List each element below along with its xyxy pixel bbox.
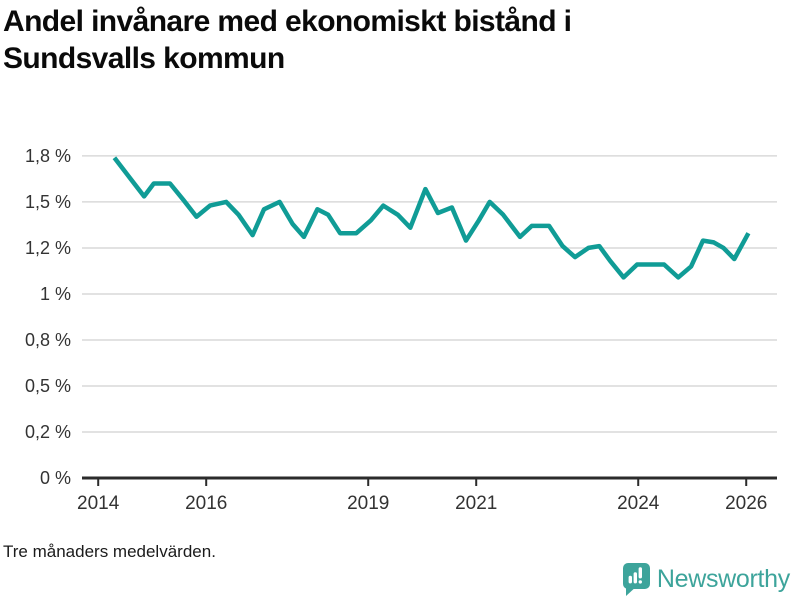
logo-bar-short: [628, 575, 632, 584]
page-title-line-1: Andel invånare med ekonomiskt bistånd i: [3, 5, 572, 38]
chart-footnote: Tre månaders medelvärden.: [3, 542, 216, 561]
page-title: Andel invånare med ekonomiskt bistånd i …: [3, 3, 793, 77]
y-tick-label: 1,2 %: [25, 238, 71, 258]
y-tick-label: 0,8 %: [25, 330, 71, 350]
y-tick-label: 0,5 %: [25, 376, 71, 396]
y-tick-label: 0,2 %: [25, 422, 71, 442]
y-tick-label: 1,5 %: [25, 192, 71, 212]
x-tick-label: 2024: [617, 493, 660, 514]
logo-exclamation-dot: [638, 580, 642, 584]
y-tick-label: 0 %: [40, 468, 71, 488]
x-tick-label: 2026: [725, 493, 767, 514]
newsworthy-branding: Newsworthy: [619, 562, 790, 597]
x-tick-label: 2021: [455, 493, 497, 514]
line-chart: 0 % 0,2 % 0,5 % 0,8 % 1 % 1,2 % 1,5 % 1,8 % 2014…: [25, 146, 777, 514]
trend-line: [112, 156, 751, 280]
x-tick-label: 2014: [77, 493, 120, 514]
logo-exclamation-bar: [638, 567, 642, 579]
page-title-line-2: Sundsvalls kommun: [3, 42, 285, 75]
x-tick-label: 2019: [347, 493, 389, 514]
newsworthy-wordmark: Newsworthy: [656, 565, 790, 593]
newsworthy-logo-icon: [622, 563, 650, 596]
x-tick-label: 2016: [185, 493, 227, 514]
y-tick-label: 1 %: [40, 284, 71, 304]
logo-bar-tall: [633, 572, 637, 584]
y-tick-label: 1,8 %: [25, 146, 71, 166]
